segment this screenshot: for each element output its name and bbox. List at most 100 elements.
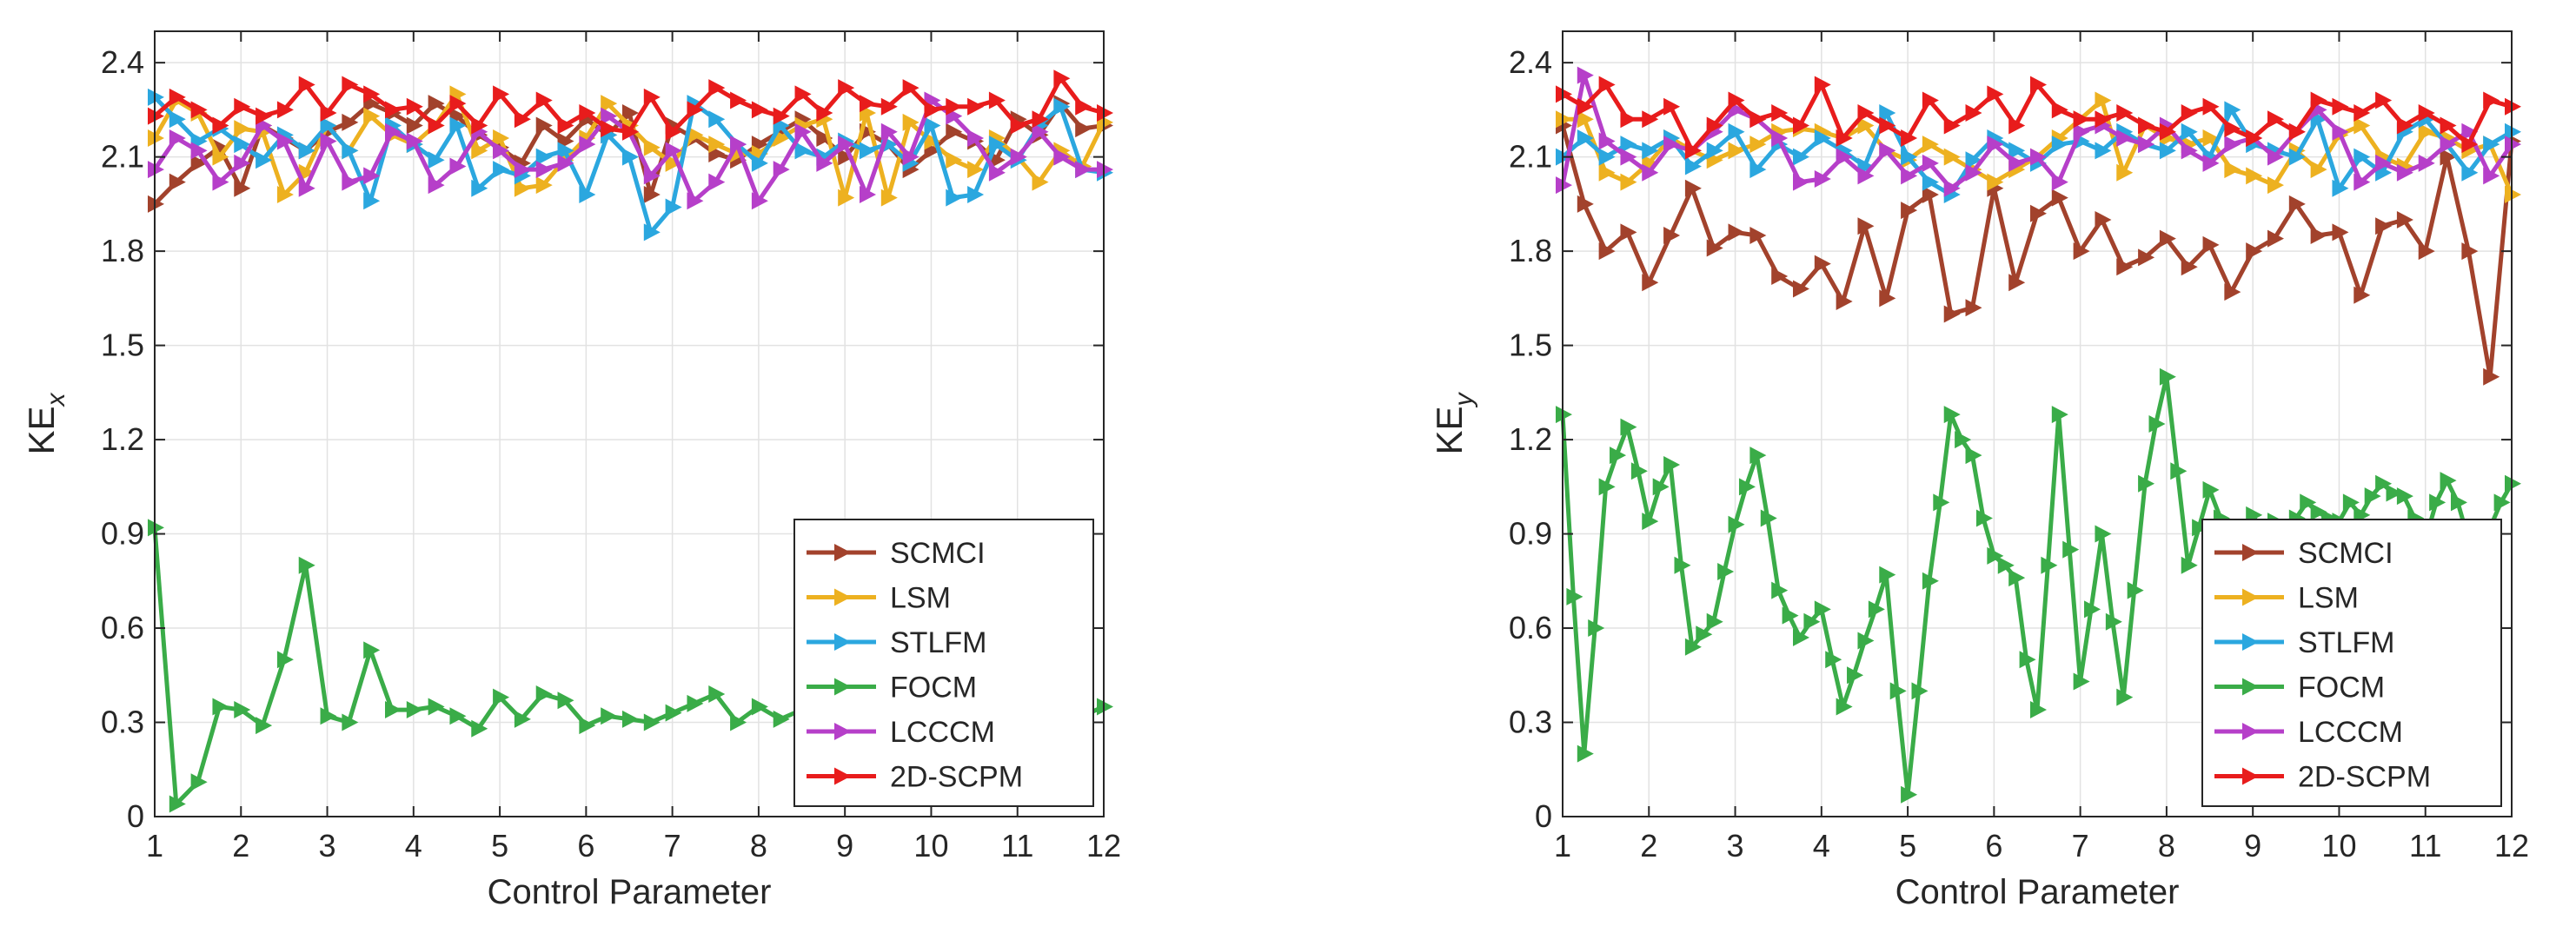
data-point bbox=[643, 167, 661, 185]
data-point bbox=[406, 97, 423, 116]
data-point bbox=[2483, 136, 2500, 154]
data-point bbox=[514, 161, 531, 179]
legend-label: SCMCI bbox=[890, 537, 986, 570]
y-axis-label: KEx bbox=[21, 392, 70, 454]
legend-label: STLFM bbox=[890, 626, 986, 659]
legend-marker bbox=[2242, 588, 2259, 606]
data-point bbox=[1620, 110, 1637, 129]
legend-entry: FOCM bbox=[807, 672, 977, 705]
data-point bbox=[190, 154, 208, 172]
legend-entry: 2D-SCPM bbox=[807, 761, 1023, 794]
axes-box bbox=[1562, 30, 2513, 817]
data-point bbox=[1847, 666, 1864, 685]
data-point bbox=[363, 167, 381, 185]
data-point bbox=[2310, 161, 2327, 179]
data-point bbox=[601, 107, 618, 125]
data-point bbox=[1620, 173, 1637, 191]
data-point bbox=[557, 116, 574, 135]
data-point bbox=[665, 122, 682, 141]
data-point bbox=[601, 707, 618, 725]
data-point bbox=[2440, 116, 2457, 135]
data-point bbox=[2375, 154, 2393, 172]
data-point bbox=[838, 136, 855, 154]
data-point bbox=[428, 116, 445, 135]
data-point bbox=[773, 710, 790, 728]
data-point bbox=[1857, 116, 1875, 135]
data-point bbox=[622, 104, 639, 122]
data-point bbox=[234, 136, 251, 154]
data-point bbox=[730, 713, 747, 731]
data-point bbox=[1793, 116, 1809, 135]
data-point bbox=[2202, 97, 2220, 116]
data-point bbox=[1857, 632, 1875, 650]
data-point bbox=[708, 685, 726, 703]
data-point bbox=[708, 173, 726, 191]
data-point bbox=[946, 122, 963, 141]
data-point bbox=[665, 142, 682, 160]
legend-marker bbox=[2242, 678, 2259, 696]
data-point bbox=[2386, 484, 2403, 502]
data-point bbox=[1965, 104, 1982, 122]
data-point bbox=[579, 104, 596, 122]
data-point bbox=[1922, 186, 1939, 204]
data-point bbox=[2332, 122, 2349, 141]
legend-label: 2D-SCPM bbox=[2298, 761, 2431, 794]
data-point bbox=[1556, 406, 1572, 424]
data-point bbox=[1922, 572, 1939, 590]
y-tick-label: 0.6 bbox=[101, 610, 144, 645]
data-point bbox=[1642, 513, 1659, 531]
data-point bbox=[1075, 120, 1092, 138]
data-point bbox=[2332, 223, 2349, 242]
data-point bbox=[1771, 268, 1789, 286]
data-point bbox=[2246, 129, 2263, 147]
data-point bbox=[2008, 116, 2026, 135]
data-point bbox=[2030, 701, 2047, 719]
legend-label: LSM bbox=[2298, 582, 2359, 615]
data-point bbox=[2440, 472, 2457, 490]
data-point bbox=[665, 198, 682, 216]
data-point bbox=[967, 161, 985, 179]
data-point bbox=[601, 120, 618, 138]
data-point bbox=[449, 157, 467, 175]
data-point bbox=[2429, 493, 2447, 512]
data-point bbox=[148, 519, 164, 537]
data-point bbox=[643, 713, 661, 731]
data-point bbox=[2483, 367, 2500, 386]
data-point bbox=[2267, 110, 2284, 129]
data-point bbox=[1943, 406, 1961, 424]
data-point bbox=[643, 186, 661, 204]
data-point bbox=[2008, 569, 2026, 587]
data-point bbox=[471, 116, 488, 135]
data-point bbox=[2030, 204, 2047, 222]
data-point bbox=[148, 88, 164, 106]
data-point bbox=[363, 85, 381, 103]
data-point bbox=[2181, 556, 2198, 574]
series-2d-scpm bbox=[1556, 76, 2521, 160]
data-point bbox=[1556, 85, 1572, 103]
data-point bbox=[1642, 163, 1659, 182]
data-point bbox=[1032, 122, 1049, 141]
data-point bbox=[1987, 136, 2004, 154]
data-point bbox=[1728, 223, 1745, 242]
data-point bbox=[2116, 163, 2134, 182]
data-point bbox=[2440, 136, 2457, 154]
data-point bbox=[2354, 173, 2371, 191]
data-point bbox=[2288, 122, 2306, 141]
y-tick-label: 0 bbox=[1535, 798, 1552, 834]
y-tick-label: 1.2 bbox=[1509, 421, 1552, 457]
data-point bbox=[2461, 122, 2479, 141]
data-point bbox=[2138, 116, 2155, 135]
y-tick-label: 1.2 bbox=[101, 421, 144, 457]
data-point bbox=[1901, 785, 1918, 804]
data-point bbox=[2310, 91, 2327, 109]
data-point bbox=[1965, 447, 1982, 465]
data-point bbox=[1728, 91, 1745, 109]
data-point bbox=[967, 129, 985, 147]
data-point bbox=[2224, 136, 2241, 154]
legend-marker bbox=[834, 767, 851, 785]
data-point bbox=[2084, 600, 2101, 619]
data-point bbox=[493, 688, 510, 706]
data-point bbox=[1771, 104, 1789, 122]
data-point bbox=[428, 698, 445, 716]
data-point bbox=[342, 713, 359, 731]
